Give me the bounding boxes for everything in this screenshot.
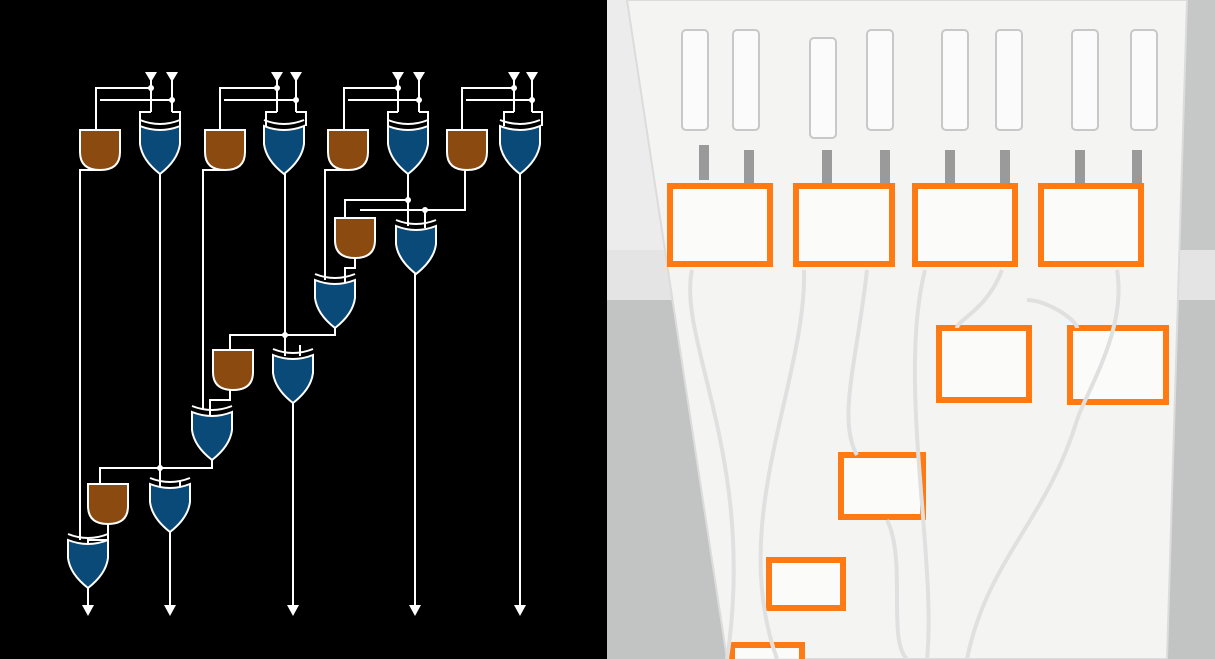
syringe-reservoir-icon [941, 29, 969, 131]
xor-gate [272, 354, 314, 404]
tube [688, 269, 736, 659]
valve-icon [1000, 150, 1010, 185]
xor-gates [67, 125, 541, 589]
syringe-reservoir-icon [732, 29, 760, 131]
valve-icon [945, 150, 955, 185]
tube [885, 519, 909, 659]
xor-gate [67, 539, 109, 589]
xor-gate [139, 125, 181, 175]
and-gate [87, 483, 129, 525]
valve-icon [744, 150, 754, 185]
photo-illustration [607, 0, 1215, 659]
xor-gate [263, 125, 305, 175]
fluidic-logic-board-photo [607, 0, 1215, 659]
acrylic-gate-block [838, 452, 926, 520]
syringe-reservoir-icon [995, 29, 1023, 131]
valve-icon [1132, 150, 1142, 185]
xor-gate [191, 411, 233, 461]
input-markers [145, 72, 538, 82]
xor-gate [499, 125, 541, 175]
acrylic-gate-block [1038, 183, 1144, 267]
acrylic-blocks [667, 183, 1169, 659]
tube [965, 269, 1121, 659]
and-gate [212, 349, 254, 391]
acrylic-gate-block [912, 183, 1018, 267]
tube [912, 269, 931, 659]
xor-gate [395, 225, 437, 275]
xor-gate [314, 279, 356, 329]
tubes [688, 269, 1121, 659]
tube [758, 269, 807, 659]
acrylic-gate-block [793, 183, 895, 267]
logic-circuit-diagram [0, 0, 607, 659]
and-gate [79, 129, 121, 171]
tube [1026, 298, 1079, 329]
syringe-reservoir-icon [681, 29, 709, 131]
syringe-reservoir-icon [1071, 29, 1099, 131]
tube [846, 269, 869, 456]
valve-icon [1075, 150, 1085, 185]
acrylic-gate-block [936, 325, 1032, 403]
and-gates [79, 129, 488, 525]
junction-dots [148, 85, 535, 471]
acrylic-gate-block [766, 557, 846, 611]
xor-gate [149, 483, 191, 533]
syringe-reservoirs [681, 29, 1158, 139]
valve-icon [880, 150, 890, 185]
valve-icon [699, 145, 709, 180]
tube [955, 269, 1004, 329]
and-gate [204, 129, 246, 171]
acrylic-gate-block [667, 183, 773, 267]
syringe-reservoir-icon [866, 29, 894, 131]
xor-gate [387, 125, 429, 175]
acrylic-gate-block [1067, 325, 1169, 405]
xor-input-bars [67, 119, 541, 539]
and-gate [334, 217, 376, 259]
and-gate [446, 129, 488, 171]
syringe-reservoir-icon [1130, 29, 1158, 131]
syringe-reservoir-icon [809, 37, 837, 139]
valves [699, 145, 1142, 185]
acrylic-gate-block [729, 642, 805, 659]
and-gate [327, 129, 369, 171]
circuit-svg [67, 72, 543, 616]
valve-icon [822, 150, 832, 185]
output-arrows [82, 605, 526, 616]
